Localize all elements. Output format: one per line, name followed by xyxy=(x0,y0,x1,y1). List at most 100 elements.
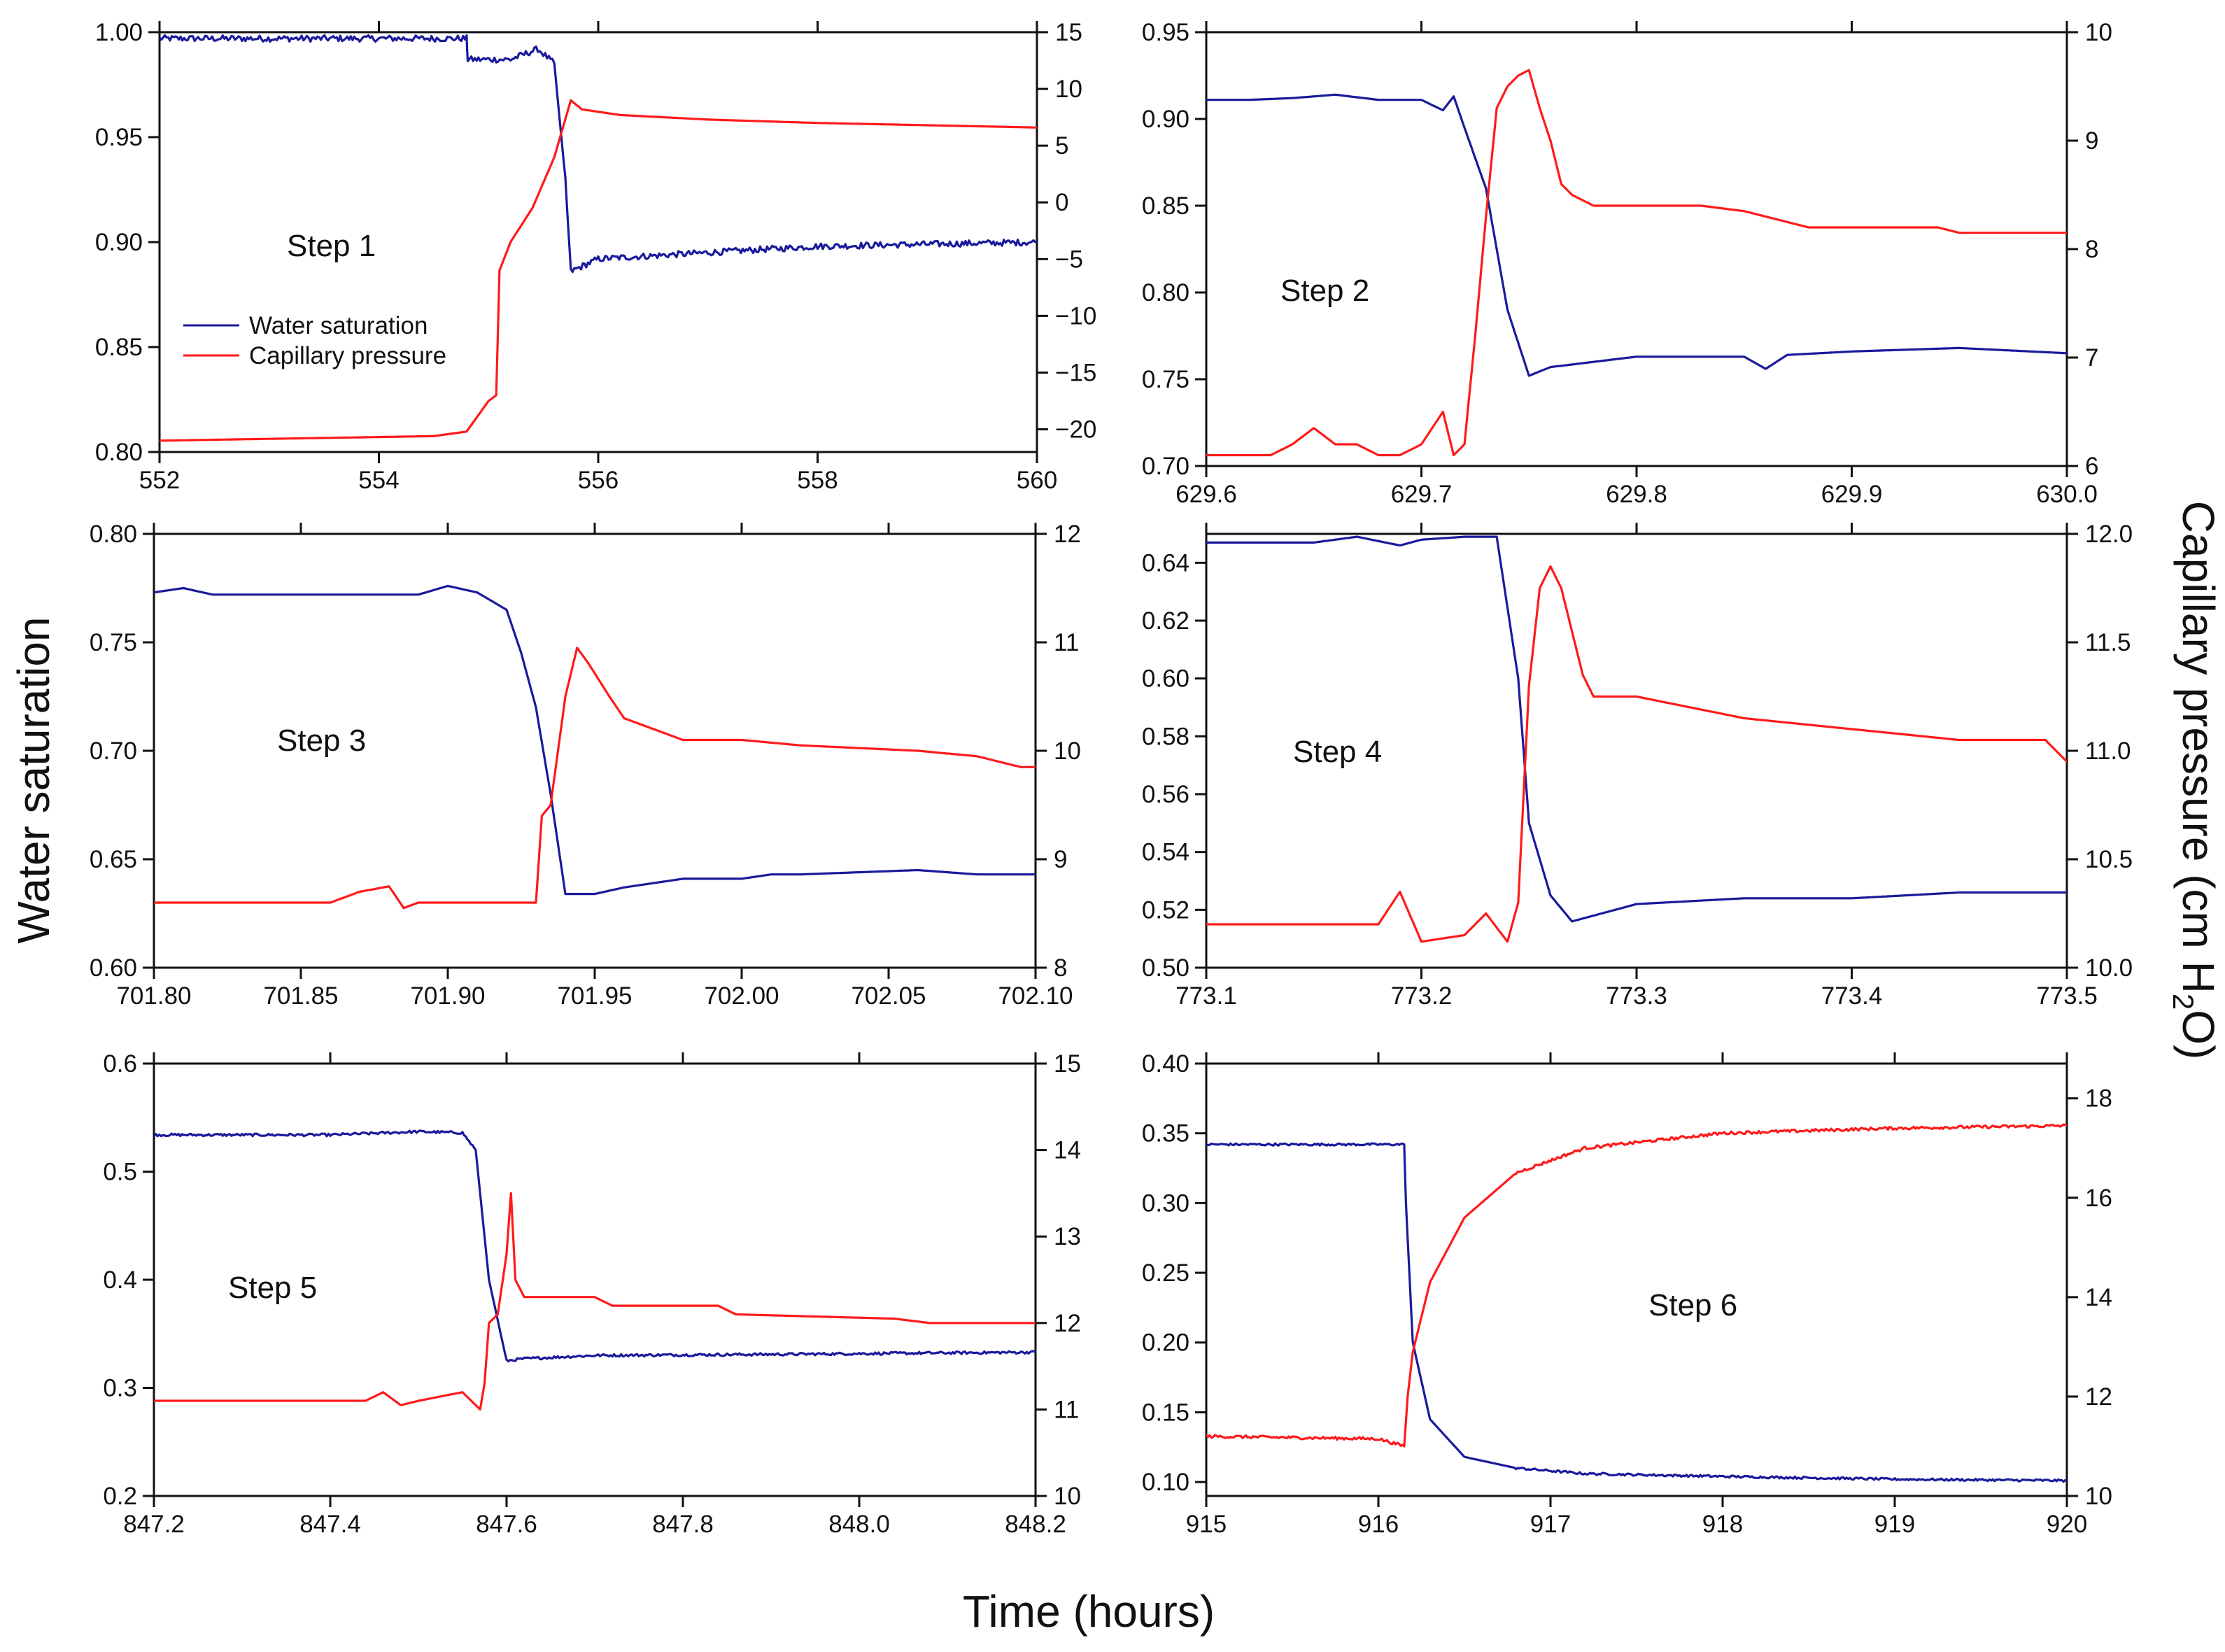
x-tick-label: 915 xyxy=(1186,1511,1227,1538)
y-tick-label-right: 10 xyxy=(1054,737,1081,765)
y-tick-label-right: 7 xyxy=(2085,344,2098,372)
y-tick-label-left: 0.95 xyxy=(95,124,143,151)
x-tick-label: 773.3 xyxy=(1606,982,1667,1010)
y-tick-label-right: −5 xyxy=(1055,246,1083,273)
y-tick-label-left: 0.3 xyxy=(103,1375,137,1402)
y-axis-title-right: Capillary pressure (cm H2O) xyxy=(2167,501,2224,1060)
y-tick-label-right: 9 xyxy=(1054,846,1067,873)
x-tick-label: 701.90 xyxy=(410,982,485,1010)
x-tick-label: 773.5 xyxy=(2036,982,2098,1010)
y-axis-title-right-end: O) xyxy=(2173,1010,2224,1059)
x-tick-label: 773.1 xyxy=(1175,982,1237,1010)
y-tick-label-left: 0.56 xyxy=(1142,781,1189,808)
step-label: Step 6 xyxy=(1648,1288,1737,1322)
y-tick-label-right: 12 xyxy=(2085,1383,2112,1411)
y-tick-label-right: 11.0 xyxy=(2085,737,2131,765)
step-label: Step 3 xyxy=(277,723,366,758)
x-tick-label: 630.0 xyxy=(2036,481,2098,508)
y-tick-label-left: 0.80 xyxy=(1142,279,1189,306)
y-tick-label-right: 13 xyxy=(1054,1223,1081,1250)
y-tick-label-left: 0.80 xyxy=(90,521,137,548)
x-tick-label: 918 xyxy=(1702,1511,1743,1538)
y-tick-label-right: 10 xyxy=(2085,1483,2112,1510)
y-tick-label-left: 0.20 xyxy=(1142,1329,1189,1357)
y-tick-label-right: −20 xyxy=(1055,416,1096,444)
x-tick-label: 917 xyxy=(1530,1511,1571,1538)
y-tick-label-left: 0.35 xyxy=(1142,1120,1189,1148)
step-label: Step 1 xyxy=(287,229,376,263)
y-tick-label-left: 0.30 xyxy=(1142,1189,1189,1217)
x-tick-label: 702.00 xyxy=(704,982,779,1010)
x-tick-label: 773.2 xyxy=(1391,982,1453,1010)
y-tick-label-right: 8 xyxy=(1054,954,1067,982)
series-capillary-pressure xyxy=(160,99,1037,442)
y-tick-label-left: 0.75 xyxy=(90,629,137,656)
y-axis-title-right-main: Capillary pressure (cm H xyxy=(2173,501,2224,994)
y-tick-label-right: 9 xyxy=(2085,127,2098,155)
y-tick-label-right: 12.0 xyxy=(2085,521,2133,548)
y-tick-label-left: 0.90 xyxy=(95,229,143,256)
panel-step-6: 915 916 917 918 919 920 0.10 0.15 0.20 0.25 0.30 0.… xyxy=(1142,1050,2112,1538)
y-tick-label-right: 0 xyxy=(1055,189,1068,216)
y-tick-label-left: 0.54 xyxy=(1142,839,1189,866)
y-tick-label-right: 11 xyxy=(1054,1396,1079,1423)
x-tick-label: 629.6 xyxy=(1175,481,1237,508)
step-label: Step 2 xyxy=(1280,274,1369,308)
y-tick-label-right: 5 xyxy=(1055,132,1068,160)
x-tick-label: 560 xyxy=(1017,467,1057,494)
series-capillary-pressure xyxy=(154,647,1036,910)
y-tick-label-left: 0.50 xyxy=(1142,954,1189,982)
y-tick-label-left: 0.95 xyxy=(1142,19,1189,46)
y-tick-label-left: 0.5 xyxy=(103,1159,137,1186)
x-tick-label: 701.85 xyxy=(263,982,338,1010)
x-tick-label: 920 xyxy=(2047,1511,2087,1538)
y-tick-label-left: 0.15 xyxy=(1142,1399,1189,1426)
panel-step-3: 701.80 701.85 701.90 701.95 702.00 702.05 702.… xyxy=(90,521,1081,1010)
x-tick-label: 916 xyxy=(1358,1511,1399,1538)
panel-step-2: 629.6 629.7 629.8 629.9 630.0 0.70 0.75 0.80 0.8… xyxy=(1142,19,2112,508)
legend-label-pressure: Capillary pressure xyxy=(249,342,446,369)
step-label: Step 4 xyxy=(1293,735,1382,769)
y-tick-label-right: 16 xyxy=(2085,1185,2112,1212)
y-tick-label-right: 10 xyxy=(2085,19,2112,46)
y-tick-label-left: 0.70 xyxy=(1142,453,1189,480)
y-tick-label-right: 11 xyxy=(1054,629,1079,656)
y-tick-label-left: 0.60 xyxy=(90,954,137,982)
x-tick-label: 558 xyxy=(797,467,838,494)
x-tick-label: 848.2 xyxy=(1005,1511,1066,1538)
y-tick-label-left: 0.62 xyxy=(1142,607,1189,635)
series-water-saturation xyxy=(154,1129,1036,1363)
y-tick-label-left: 0.2 xyxy=(103,1483,137,1510)
y-tick-label-right: −10 xyxy=(1055,302,1096,330)
x-tick-label: 629.7 xyxy=(1391,481,1453,508)
panels: 552 554 556 558 5600.800.850.900.951.00−20−1… xyxy=(90,19,2133,1538)
x-tick-label: 847.6 xyxy=(476,1511,537,1538)
series-water-saturation xyxy=(1206,1142,2067,1483)
y-tick-label-left: 0.85 xyxy=(1142,192,1189,220)
x-tick-label: 556 xyxy=(578,467,619,494)
x-tick-label: 701.95 xyxy=(557,982,632,1010)
y-tick-label-left: 0.58 xyxy=(1142,723,1189,750)
series-capillary-pressure xyxy=(1206,69,2067,457)
x-tick-label: 773.4 xyxy=(1821,982,1883,1010)
y-tick-label-left: 0.4 xyxy=(103,1266,137,1294)
y-tick-label-left: 0.65 xyxy=(90,846,137,873)
x-axis-title: Time (hours) xyxy=(963,1586,1215,1637)
y-tick-label-left: 0.70 xyxy=(90,737,137,765)
series-capillary-pressure xyxy=(1206,1123,2067,1448)
x-tick-label: 629.9 xyxy=(1821,481,1883,508)
x-tick-label: 701.80 xyxy=(116,982,191,1010)
y-tick-label-right: 10.0 xyxy=(2085,954,2133,982)
y-tick-label-right: 10 xyxy=(1054,1483,1081,1510)
y-tick-label-left: 0.85 xyxy=(95,334,143,361)
y-tick-label-left: 0.75 xyxy=(1142,366,1189,393)
series-capillary-pressure xyxy=(154,1192,1036,1411)
y-tick-label-right: 10 xyxy=(1055,76,1082,103)
y-axis-title-left: Water saturation xyxy=(8,616,59,943)
y-tick-label-right: 14 xyxy=(2085,1284,2112,1311)
x-tick-label: 847.8 xyxy=(652,1511,714,1538)
plot-frame xyxy=(1205,31,2068,467)
x-tick-label: 554 xyxy=(358,467,399,494)
x-tick-label: 848.0 xyxy=(828,1511,890,1538)
